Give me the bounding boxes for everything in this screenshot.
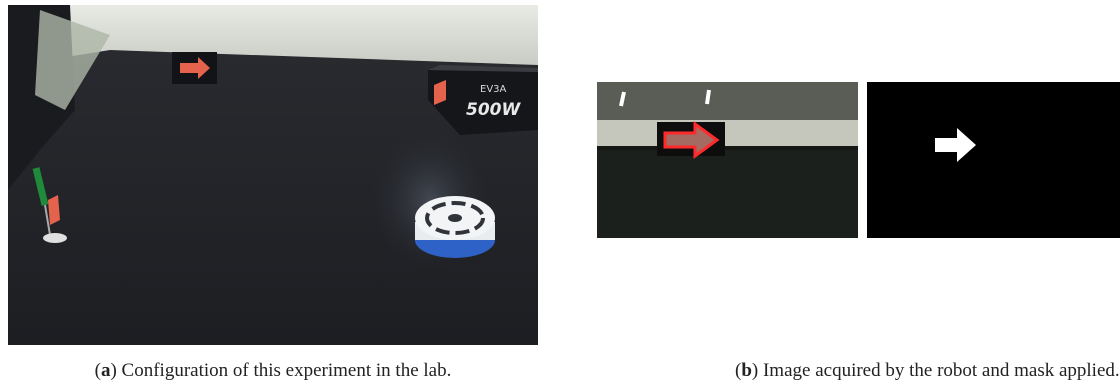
mask-image: [867, 82, 1120, 238]
photo-text: EV3A: [480, 84, 507, 95]
caption-text: Image acquired by the robot and mask app…: [763, 360, 1120, 381]
photo-lab: EV3A 500W: [8, 5, 538, 345]
photo-text: 500W: [466, 100, 521, 120]
caption-text: Configuration of this experiment in the …: [122, 360, 452, 381]
caption-label: b: [741, 360, 752, 381]
figure-images: EV3A 500W: [0, 0, 1120, 391]
caption-b: (b) Image acquired by the robot and mask…: [735, 360, 1120, 382]
caption-paren: ): [110, 360, 116, 381]
figure: EV3A 500W (a) Configuration of this expe…: [0, 0, 1120, 391]
photo-robot-view: [597, 82, 858, 238]
caption-paren: ): [752, 360, 758, 381]
caption-a: (a) Configuration of this experiment in …: [8, 360, 538, 382]
